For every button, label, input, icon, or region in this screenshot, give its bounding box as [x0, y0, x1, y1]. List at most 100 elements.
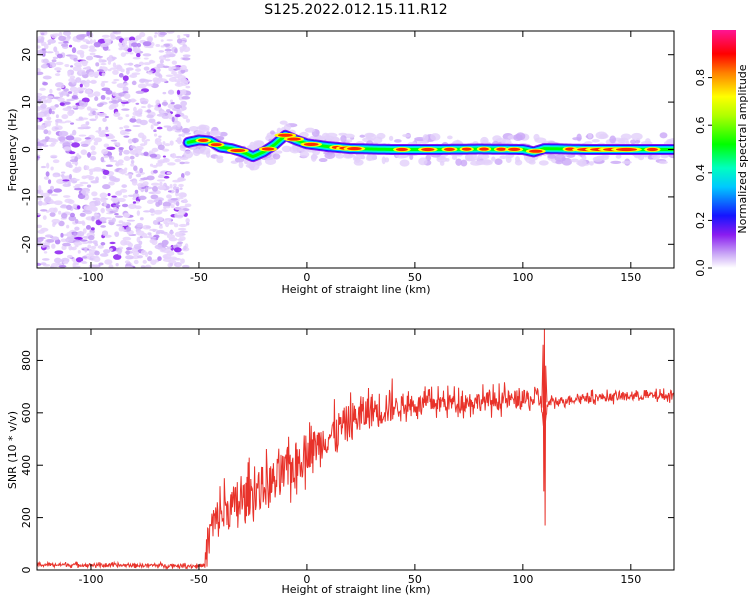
- noise-blob: [180, 65, 187, 71]
- noise-blob: [169, 140, 174, 146]
- halo-blob: [359, 134, 366, 138]
- noise-blob: [101, 34, 111, 38]
- halo-blob: [418, 157, 428, 166]
- noise-blob: [166, 194, 172, 199]
- noise-blob: [177, 238, 184, 242]
- noise-blob: [138, 240, 143, 246]
- noise-blob: [162, 91, 167, 95]
- ridge-hotspot: [287, 137, 301, 141]
- noise-blob: [125, 67, 134, 71]
- noise-blob: [180, 69, 186, 74]
- noise-blob: [86, 106, 92, 111]
- noise-blob: [72, 262, 76, 267]
- noise-blob: [70, 65, 74, 68]
- noise-blob: [159, 223, 163, 226]
- halo-blob: [436, 156, 448, 163]
- noise-blob: [102, 169, 110, 176]
- halo-blob: [276, 150, 283, 154]
- halo-blob: [394, 139, 402, 143]
- noise-blob: [85, 121, 90, 126]
- noise-blob: [162, 201, 171, 208]
- noise-blob: [101, 87, 111, 92]
- halo-blob: [609, 135, 617, 144]
- noise-blob: [171, 116, 175, 123]
- noise-blob: [112, 178, 120, 183]
- noise-blob: [150, 213, 155, 216]
- noise-blob: [52, 174, 59, 178]
- noise-blob: [45, 196, 52, 202]
- noise-blob: [170, 101, 175, 105]
- noise-blob: [73, 57, 78, 62]
- ridge-hotspot: [496, 147, 507, 151]
- noise-blob: [62, 31, 72, 36]
- noise-blob: [37, 224, 43, 229]
- noise-blob: [97, 69, 104, 72]
- noise-blob: [48, 207, 57, 213]
- noise-blob: [42, 58, 49, 64]
- noise-blob: [105, 89, 113, 95]
- noise-blob: [132, 201, 137, 204]
- noise-blob: [100, 82, 106, 87]
- ridge-hotspot: [421, 147, 435, 152]
- halo-blob: [335, 153, 344, 159]
- noise-blob: [153, 209, 163, 215]
- noise-blob: [147, 250, 153, 256]
- noise-blob: [41, 258, 50, 261]
- noise-blob: [171, 60, 177, 65]
- noise-blob: [137, 108, 143, 113]
- noise-blob: [56, 70, 61, 73]
- noise-blob: [129, 150, 135, 155]
- halo-blob: [599, 133, 609, 139]
- noise-blob: [42, 215, 47, 220]
- noise-blob: [117, 31, 122, 35]
- noise-blob: [40, 103, 47, 109]
- noise-blob: [93, 41, 102, 48]
- noise-blob: [85, 79, 91, 84]
- noise-blob: [139, 217, 144, 221]
- noise-blob: [150, 259, 157, 265]
- noise-blob: [98, 112, 107, 117]
- noise-blob: [147, 103, 152, 109]
- noise-blob: [137, 255, 144, 259]
- colorbar-tick-label: 0.8: [694, 69, 707, 87]
- noise-blob: [112, 91, 117, 97]
- noise-blob: [74, 183, 84, 187]
- halo-blob: [299, 151, 310, 158]
- noise-blob: [157, 199, 163, 206]
- noise-blob: [134, 205, 142, 210]
- noise-blob: [83, 87, 87, 90]
- noise-blob: [40, 36, 45, 43]
- noise-blob: [37, 213, 41, 216]
- halo-blob: [183, 150, 194, 159]
- noise-blob: [182, 54, 191, 58]
- noise-blob: [42, 81, 48, 86]
- noise-blob: [50, 166, 54, 171]
- noise-blob: [118, 169, 128, 175]
- noise-blob: [175, 155, 183, 159]
- noise-blob: [156, 179, 166, 182]
- noise-blob: [115, 262, 119, 267]
- noise-blob: [71, 105, 77, 109]
- x-tick-label: 100: [512, 271, 533, 284]
- halo-blob: [591, 138, 600, 143]
- noise-blob: [112, 62, 117, 68]
- noise-blob: [61, 114, 69, 120]
- noise-blob: [139, 32, 146, 38]
- noise-blob: [43, 129, 49, 135]
- noise-blob: [136, 114, 143, 117]
- noise-blob: [133, 165, 138, 172]
- noise-blob: [106, 135, 116, 140]
- noise-blob: [143, 57, 149, 60]
- noise-blob: [153, 34, 157, 38]
- noise-blob: [66, 254, 73, 259]
- noise-blob: [169, 262, 174, 267]
- halo-blob: [409, 154, 414, 160]
- noise-blob: [118, 152, 123, 156]
- noise-blob: [166, 171, 171, 175]
- halo-blob: [210, 130, 222, 137]
- noise-blob: [156, 77, 164, 81]
- noise-blob: [155, 197, 165, 202]
- halo-blob: [399, 159, 410, 167]
- noise-blob: [153, 123, 159, 126]
